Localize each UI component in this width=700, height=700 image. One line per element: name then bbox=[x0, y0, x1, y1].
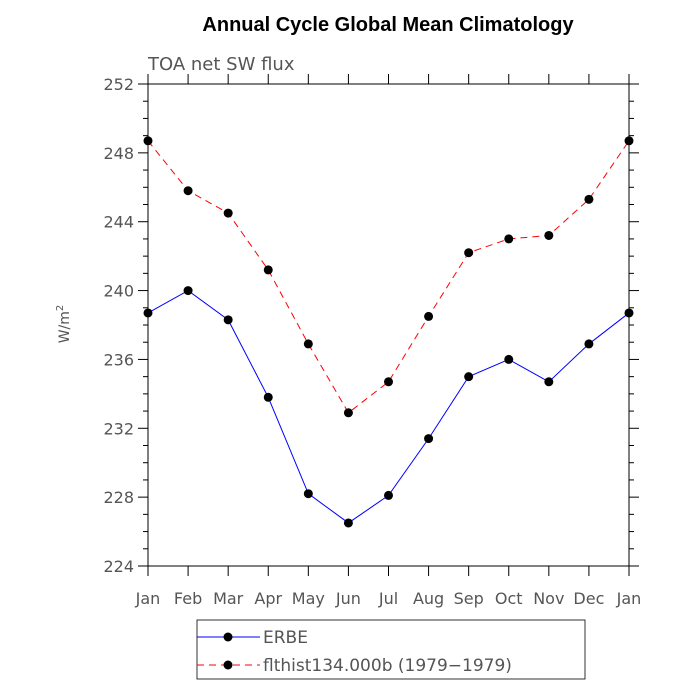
x-tick-label: Nov bbox=[533, 589, 564, 608]
x-tick-label: Jul bbox=[378, 589, 398, 608]
series-point-1 bbox=[303, 339, 313, 349]
chart-subtitle: TOA net SW flux bbox=[147, 54, 295, 75]
chart-title: Annual Cycle Global Mean Climatology bbox=[202, 14, 574, 36]
x-tick-label: Aug bbox=[413, 589, 444, 608]
legend-label-erbe: ERBE bbox=[263, 628, 308, 648]
x-tick-labels: Jan Feb Mar Apr May Jun Jul Aug Sep Oct Nov Dec Jan bbox=[135, 589, 642, 608]
series-point-0 bbox=[544, 377, 554, 387]
x-tick-label: Jan bbox=[135, 589, 161, 608]
legend-marker-erbe bbox=[223, 632, 233, 642]
series-point-0 bbox=[183, 286, 193, 296]
series-point-1 bbox=[263, 265, 273, 275]
legend-box bbox=[196, 619, 586, 680]
x-tick-label: Mar bbox=[213, 589, 244, 608]
x-tick-label: Feb bbox=[174, 589, 202, 608]
x-tick-label: Oct bbox=[495, 589, 523, 608]
series-line-1 bbox=[147, 140, 630, 414]
series-point-0 bbox=[223, 315, 233, 325]
series-point-1 bbox=[464, 248, 474, 258]
y-tick-label: 224 bbox=[103, 557, 134, 576]
y-axis-label: W/m2 bbox=[55, 305, 73, 344]
plot-frame bbox=[147, 83, 630, 567]
svg-text:W/m2: W/m2 bbox=[55, 305, 73, 344]
legend-label-model: flthist134.000b (1979−1979) bbox=[263, 656, 512, 676]
y-tick-label: 232 bbox=[103, 419, 134, 438]
x-tick-label: Apr bbox=[254, 589, 282, 608]
series-point-1 bbox=[384, 377, 393, 387]
axis-ticks bbox=[138, 74, 639, 576]
series-point-0 bbox=[464, 372, 474, 382]
series-point-0 bbox=[343, 518, 353, 528]
y-tick-label: 240 bbox=[103, 282, 134, 301]
y-tick-label: 248 bbox=[103, 144, 134, 163]
series-point-1 bbox=[584, 194, 594, 204]
y-tick-label: 228 bbox=[103, 488, 134, 507]
y-tick-labels: 224 228 232 236 240 244 248 252 bbox=[103, 75, 134, 576]
series-point-1 bbox=[183, 186, 193, 196]
series-point-1 bbox=[343, 408, 353, 418]
series-line-0 bbox=[147, 289, 630, 524]
series-point-1 bbox=[504, 234, 514, 244]
series-point-1 bbox=[223, 208, 233, 218]
x-tick-label: Jun bbox=[335, 589, 361, 608]
series-point-1 bbox=[424, 311, 434, 321]
series-point-0 bbox=[584, 339, 594, 349]
x-tick-label: Jan bbox=[616, 589, 642, 608]
series-point-0 bbox=[384, 490, 393, 500]
legend-marker-model bbox=[223, 660, 233, 670]
series-point-0 bbox=[303, 489, 313, 499]
series-point-1 bbox=[544, 230, 554, 240]
y-tick-label: 244 bbox=[103, 213, 134, 232]
series-point-0 bbox=[424, 434, 434, 444]
y-axis-label-text: W/m bbox=[57, 311, 73, 343]
x-tick-label: Sep bbox=[454, 589, 484, 608]
series-point-0 bbox=[504, 354, 514, 364]
x-tick-label: Dec bbox=[573, 589, 604, 608]
y-tick-label: 252 bbox=[103, 75, 134, 94]
series-point-0 bbox=[263, 392, 273, 402]
y-tick-label: 236 bbox=[103, 350, 134, 369]
x-tick-label: May bbox=[292, 589, 325, 608]
legend: ERBE flthist134.000b (1979−1979) bbox=[196, 619, 586, 680]
series-layer bbox=[143, 136, 634, 528]
y-axis-label-superscript: 2 bbox=[55, 305, 66, 311]
